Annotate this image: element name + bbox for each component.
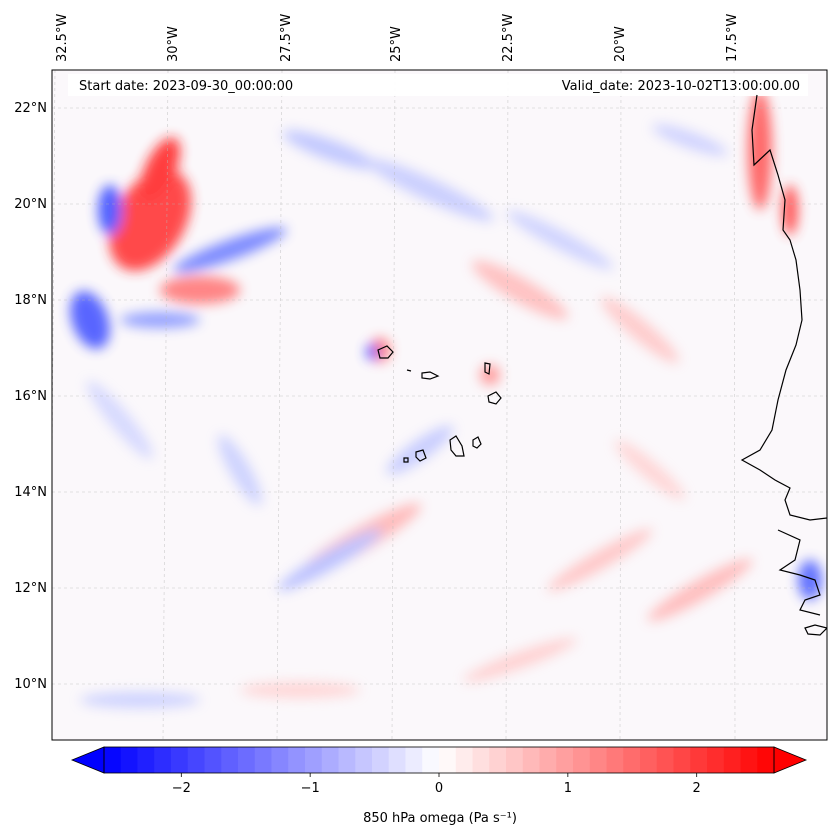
- lat-label: 12°N: [14, 581, 47, 596]
- colorbar-cell: [204, 747, 222, 773]
- colorbar-cell: [338, 747, 356, 773]
- colorbar-cell: [623, 747, 641, 773]
- longitude-labels: 32.5°W 30°W 27.5°W 25°W 22.5°W 20°W 17.5…: [55, 14, 740, 62]
- lon-label: 20°W: [613, 26, 628, 62]
- colorbar-cell: [455, 747, 474, 773]
- colorbar-cell: [120, 747, 139, 773]
- colorbar-cell: [321, 747, 340, 773]
- latitude-labels: 22°N 20°N 18°N 16°N 14°N 12°N 10°N: [14, 101, 47, 692]
- colorbar-tick-label: −2: [172, 781, 191, 796]
- colorbar-cell: [104, 747, 122, 773]
- lat-label: 18°N: [14, 293, 47, 308]
- colorbar-ticks: −2 −1 0 1 2: [172, 773, 701, 796]
- colorbar-cell: [405, 747, 423, 773]
- colorbar-tick-label: 1: [564, 781, 572, 796]
- colorbar: −2 −1 0 1 2 850 hPa omega (Pa s⁻¹): [70, 746, 808, 826]
- colorbar-cell: [506, 747, 524, 773]
- colorbar-cell: [355, 747, 373, 773]
- coastline: [377, 94, 827, 636]
- colorbar-cell: [187, 747, 206, 773]
- colorbar-cell: [238, 747, 256, 773]
- colorbar-cell: [154, 747, 172, 773]
- colorbar-cell: [606, 747, 624, 773]
- colorbar-extend-min: [70, 746, 105, 774]
- colorbar-cell: [656, 747, 675, 773]
- colorbar-tick-label: 0: [435, 781, 443, 796]
- colorbar-cell: [690, 747, 708, 773]
- colorbar-tick-label: 2: [693, 781, 701, 796]
- colorbar-cell: [388, 747, 407, 773]
- colorbar-cell: [640, 747, 658, 773]
- colorbar-cell: [422, 747, 440, 773]
- colorbar-cell: [254, 747, 273, 773]
- colorbar-cell: [439, 747, 457, 773]
- colorbar-cell: [472, 747, 490, 773]
- lon-label: 17.5°W: [725, 14, 740, 62]
- lon-label: 27.5°W: [279, 14, 294, 62]
- colorbar-cell: [707, 747, 725, 773]
- colorbar-cell: [137, 747, 155, 773]
- colorbar-cell: [221, 747, 239, 773]
- lon-label: 25°W: [389, 26, 404, 62]
- lat-label: 20°N: [14, 197, 47, 212]
- colorbar-cell: [522, 747, 541, 773]
- colorbar-cell: [589, 747, 608, 773]
- lat-label: 10°N: [14, 677, 47, 692]
- colorbar-cell: [556, 747, 574, 773]
- lon-label: 30°W: [166, 26, 181, 62]
- colorbar-cell: [271, 747, 289, 773]
- colorbar-cell: [372, 747, 390, 773]
- colorbar-cell: [757, 747, 775, 773]
- lat-label: 22°N: [14, 101, 47, 116]
- valid-date-text: Valid_date: 2023-10-02T13:00:00.00: [562, 79, 800, 94]
- lat-label: 14°N: [14, 485, 47, 500]
- map-frame: [51, 69, 828, 741]
- colorbar-tick-label: −1: [301, 781, 320, 796]
- colorbar-cell: [673, 747, 691, 773]
- colorbar-cell: [723, 747, 742, 773]
- colorbar-cell: [539, 747, 557, 773]
- colorbar-cell: [171, 747, 189, 773]
- omega-field: [52, 70, 827, 740]
- lat-label: 16°N: [14, 389, 47, 404]
- start-date-text: Start date: 2023-09-30_00:00:00: [79, 79, 293, 94]
- colorbar-cell: [288, 747, 306, 773]
- colorbar-cells: [104, 747, 775, 773]
- lon-label: 32.5°W: [55, 14, 70, 62]
- lon-label: 22.5°W: [501, 14, 516, 62]
- colorbar-cell: [489, 747, 507, 773]
- colorbar-cell: [573, 747, 591, 773]
- colorbar-label: 850 hPa omega (Pa s⁻¹): [363, 811, 517, 826]
- colorbar-cell: [740, 747, 758, 773]
- colorbar-extend-max: [773, 746, 808, 774]
- colorbar-cell: [305, 747, 323, 773]
